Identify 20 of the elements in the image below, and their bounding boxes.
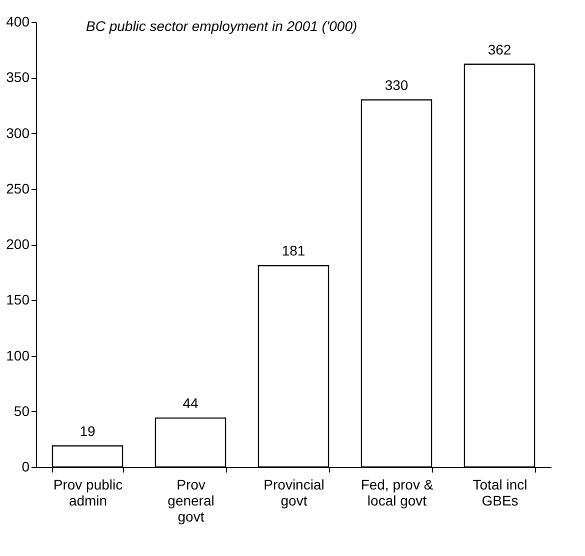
y-tick-label: 100 [6,347,30,364]
data-label: 44 [182,395,198,412]
y-tick-label: 200 [6,236,30,252]
chart-title: BC public sector employment in 2001 ('000) [86,18,358,34]
x-tick-label: Prov public admin [53,476,123,508]
y-tick-label: 350 [6,69,30,86]
y-tick-label: 400 [6,14,30,30]
data-label: 181 [282,242,306,259]
x-tick-label: Prov general govt [168,476,214,524]
x-tick-label: Provincial govt [264,476,324,508]
data-label: 19 [80,422,96,439]
y-tick-label: 50 [14,402,30,419]
data-label: 362 [488,41,512,58]
y-tick-label: 300 [6,124,30,141]
x-tick-label: Total incl GBEs [472,476,528,508]
y-tick-label: 0 [22,458,30,474]
y-tick-label: 250 [6,180,30,196]
data-label: 330 [384,76,408,93]
y-tick-label: 150 [6,292,30,308]
x-tick-label: Fed, prov & local govt [360,476,434,508]
